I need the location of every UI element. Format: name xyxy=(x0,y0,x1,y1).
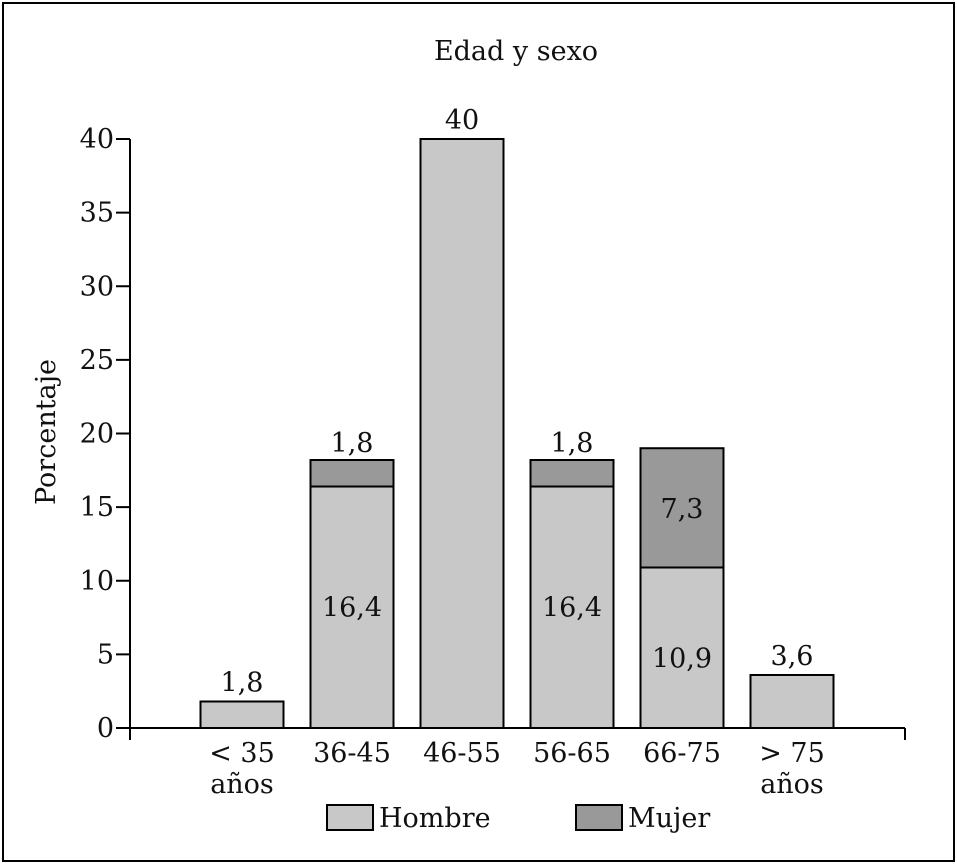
bar-hombre xyxy=(639,566,725,729)
x-category-label: 36-45 xyxy=(313,738,391,769)
y-tick-label: 30 xyxy=(80,271,114,302)
data-label-mujer: 1,8 xyxy=(331,428,374,459)
x-category-label: 66-75 xyxy=(643,738,721,769)
x-category-label: > 75 xyxy=(759,738,825,769)
data-label-hombre: 40 xyxy=(445,105,479,136)
legend-swatch xyxy=(575,804,623,831)
bars xyxy=(199,138,835,730)
legend-label: Mujer xyxy=(628,803,710,834)
bar-hombre xyxy=(419,138,505,729)
y-tick-label: 25 xyxy=(80,345,114,376)
bar-hombre xyxy=(749,673,835,729)
data-label-hombre: 16,4 xyxy=(542,592,602,623)
x-category-label: años xyxy=(760,769,824,800)
bar-mujer xyxy=(639,447,725,569)
data-label-mujer: 1,8 xyxy=(551,428,594,459)
bar-hombre xyxy=(529,485,615,730)
bar-mujer xyxy=(529,459,615,488)
chart-title: Edad y sexo xyxy=(434,36,598,67)
y-tick-label: 35 xyxy=(80,198,114,229)
legend-swatch xyxy=(326,804,374,831)
y-axis-title: Porcentaje xyxy=(31,359,62,505)
y-tick-label: 0 xyxy=(97,713,114,744)
legend-label: Hombre xyxy=(379,803,491,834)
y-tick-label: 20 xyxy=(80,419,114,450)
bar-labels: 1,8 1,8 16,4 40 1,8 16,4 7,3 10,9 3,6 xyxy=(221,105,814,698)
x-category-label: < 35 xyxy=(209,738,275,769)
legend: Hombre Mujer xyxy=(326,803,710,834)
y-tick-label: 15 xyxy=(80,492,114,523)
y-axis: 0 5 10 15 20 25 30 35 40 xyxy=(80,124,131,744)
data-label-hombre: 1,8 xyxy=(221,667,264,698)
data-label-hombre: 10,9 xyxy=(652,643,712,674)
bar-mujer xyxy=(309,459,395,488)
data-label-mujer: 7,3 xyxy=(661,494,704,525)
data-label-hombre: 16,4 xyxy=(322,592,382,623)
y-tick-label: 10 xyxy=(80,566,114,597)
x-category-label: 56-65 xyxy=(533,738,611,769)
y-tick-label: 40 xyxy=(80,124,114,155)
x-category-label: 46-55 xyxy=(423,738,501,769)
bar-hombre xyxy=(309,485,395,730)
x-category-label: años xyxy=(210,769,274,800)
bar-hombre xyxy=(199,700,285,729)
data-label-hombre: 3,6 xyxy=(771,641,814,672)
y-tick-label: 5 xyxy=(97,639,114,670)
